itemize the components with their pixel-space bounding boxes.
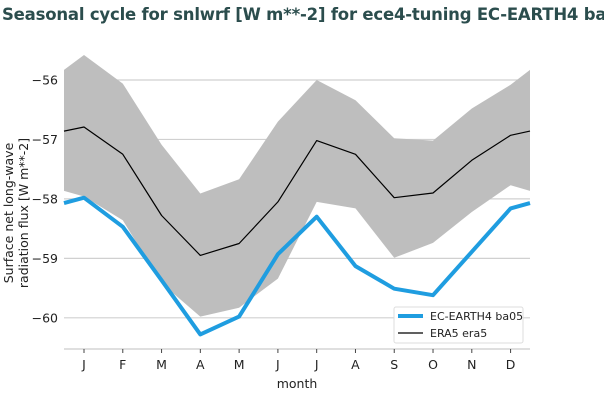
x-tick-label: N [467,357,476,372]
x-axis-label: month [277,376,318,391]
x-tick-label: M [156,357,167,372]
y-tick-label: −59 [32,251,58,266]
x-tick-label: J [81,357,86,372]
legend-label-ec-earth4: EC-EARTH4 ba05 [430,310,523,323]
y-axis-label-line1: Surface net long-wave [1,142,16,283]
chart-title: Seasonal cycle for snlwrf [W m**-2] for … [2,5,604,24]
x-tick-label: D [506,357,516,372]
legend-label-era5: ERA5 era5 [430,327,487,340]
x-tick-label: J [314,357,319,372]
x-tick-label: A [351,357,360,372]
legend-box [393,306,524,344]
x-tick-label: O [428,357,438,372]
y-axis-label-line2: radiation flux [W m**-2] [16,138,31,288]
legend: EC-EARTH4 ba05 ERA5 era5 [393,306,524,344]
y-tick-label: −60 [32,310,58,325]
x-tick-label: J [275,357,280,372]
series-line-era5 [63,126,531,256]
y-tick-label: −57 [32,132,58,147]
x-tick-label: F [119,357,126,372]
x-tick-label: A [196,357,205,372]
y-tick-label: −56 [32,73,58,88]
x-tick-label: M [234,357,245,372]
y-tick-label: −58 [32,191,58,206]
era5-spread-band [64,55,530,317]
series-line-ec-earth4 [63,195,531,337]
x-tick-label: S [390,357,398,372]
